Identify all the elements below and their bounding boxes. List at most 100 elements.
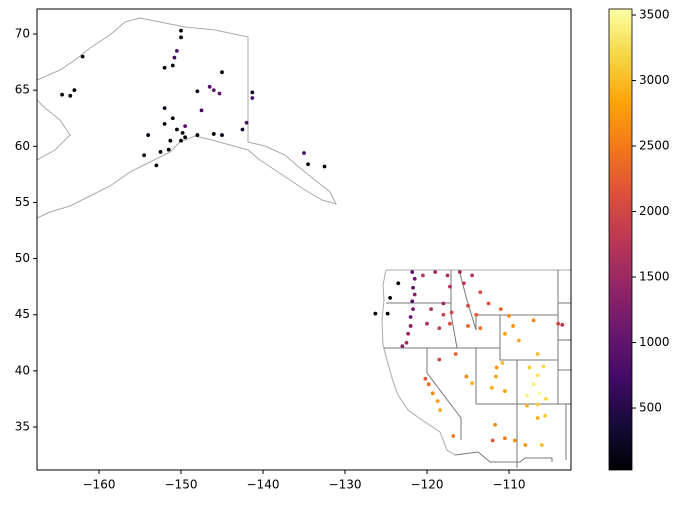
station-point xyxy=(429,307,434,312)
station-point xyxy=(179,28,183,33)
colorbar-tick-label: 3500 xyxy=(639,8,670,22)
station-point xyxy=(425,321,429,326)
y-tick-label: 35 xyxy=(15,419,30,433)
station-point xyxy=(560,322,565,327)
station-point xyxy=(166,147,171,152)
station-point xyxy=(404,340,409,345)
station-point xyxy=(146,133,151,137)
station-point xyxy=(60,92,64,97)
station-point xyxy=(438,408,443,413)
station-point xyxy=(183,124,187,129)
station-point xyxy=(220,133,224,137)
station-point xyxy=(400,344,405,349)
station-point xyxy=(388,295,393,300)
station-point xyxy=(516,338,521,343)
x-tick-label: −160 xyxy=(83,478,116,492)
station-point xyxy=(211,132,216,136)
station-point xyxy=(531,318,536,323)
station-point xyxy=(179,138,183,143)
station-point xyxy=(172,55,177,60)
station-point xyxy=(556,321,561,326)
station-point xyxy=(396,281,401,286)
station-point xyxy=(217,91,222,96)
station-point xyxy=(306,162,311,167)
station-point xyxy=(500,361,505,365)
station-point xyxy=(410,299,415,304)
station-point xyxy=(195,133,200,137)
alaska-coast xyxy=(37,17,337,219)
basemap xyxy=(37,17,571,468)
y-tick-label: 65 xyxy=(15,83,30,97)
station-point xyxy=(179,35,183,40)
us-west-coast xyxy=(381,269,456,456)
station-point xyxy=(441,312,446,317)
x-tick-label: −140 xyxy=(247,478,280,492)
station-point xyxy=(421,273,425,278)
station-point xyxy=(433,270,438,274)
station-point xyxy=(486,301,491,306)
station-point xyxy=(535,402,540,407)
x-tick-label: −120 xyxy=(411,478,444,492)
station-point xyxy=(412,292,417,297)
y-tick-label: 50 xyxy=(15,251,30,265)
station-point xyxy=(162,65,167,70)
colorbar-tick-label: 1000 xyxy=(639,335,670,349)
station-point xyxy=(180,130,185,135)
station-point xyxy=(408,324,413,328)
station-point xyxy=(544,397,548,401)
station-point xyxy=(211,88,216,93)
station-point xyxy=(494,365,499,370)
station-point xyxy=(449,310,454,315)
station-point xyxy=(531,382,536,387)
colorbar xyxy=(608,8,633,471)
station-point xyxy=(170,116,175,121)
station-point xyxy=(490,438,495,443)
station-point xyxy=(466,303,470,308)
station-point xyxy=(195,89,200,94)
station-point xyxy=(412,276,417,281)
station-point xyxy=(385,311,390,316)
station-point xyxy=(448,321,452,326)
station-point xyxy=(80,54,85,59)
station-point xyxy=(426,382,431,387)
station-point xyxy=(162,106,167,111)
colorbar-tick-label: 2500 xyxy=(639,139,670,153)
station-point xyxy=(199,108,204,113)
station-point xyxy=(250,90,255,95)
y-tick-label: 45 xyxy=(15,307,30,321)
station-point xyxy=(523,443,528,447)
station-point xyxy=(453,352,458,356)
points xyxy=(60,28,565,447)
station-point xyxy=(503,436,507,441)
station-point xyxy=(162,121,167,126)
station-point xyxy=(154,163,159,168)
station-point xyxy=(322,164,327,169)
station-point xyxy=(478,326,483,331)
station-point xyxy=(302,151,306,155)
station-point xyxy=(535,373,540,378)
station-point xyxy=(448,284,452,289)
y-tick-label: 60 xyxy=(15,139,30,153)
x-tick-label: −150 xyxy=(165,478,198,492)
station-point xyxy=(527,365,532,370)
station-point xyxy=(525,393,529,398)
station-point xyxy=(373,311,378,316)
station-point xyxy=(466,324,470,328)
station-point xyxy=(493,422,497,427)
station-point xyxy=(168,138,173,143)
colorbar-tick-label: 2000 xyxy=(639,204,670,218)
station-point xyxy=(174,127,179,132)
station-point xyxy=(507,313,511,318)
station-point xyxy=(207,84,212,89)
station-point xyxy=(250,96,255,100)
colorbar-tick-label: 3000 xyxy=(639,73,670,87)
station-point xyxy=(174,48,179,53)
station-point xyxy=(457,270,462,274)
y-tick-label: 55 xyxy=(15,195,30,209)
station-point xyxy=(470,273,475,278)
station-point xyxy=(541,364,546,369)
plot-frame xyxy=(36,8,572,471)
station-point xyxy=(539,443,544,447)
y-tick-label: 40 xyxy=(15,363,30,377)
station-point xyxy=(408,315,413,319)
